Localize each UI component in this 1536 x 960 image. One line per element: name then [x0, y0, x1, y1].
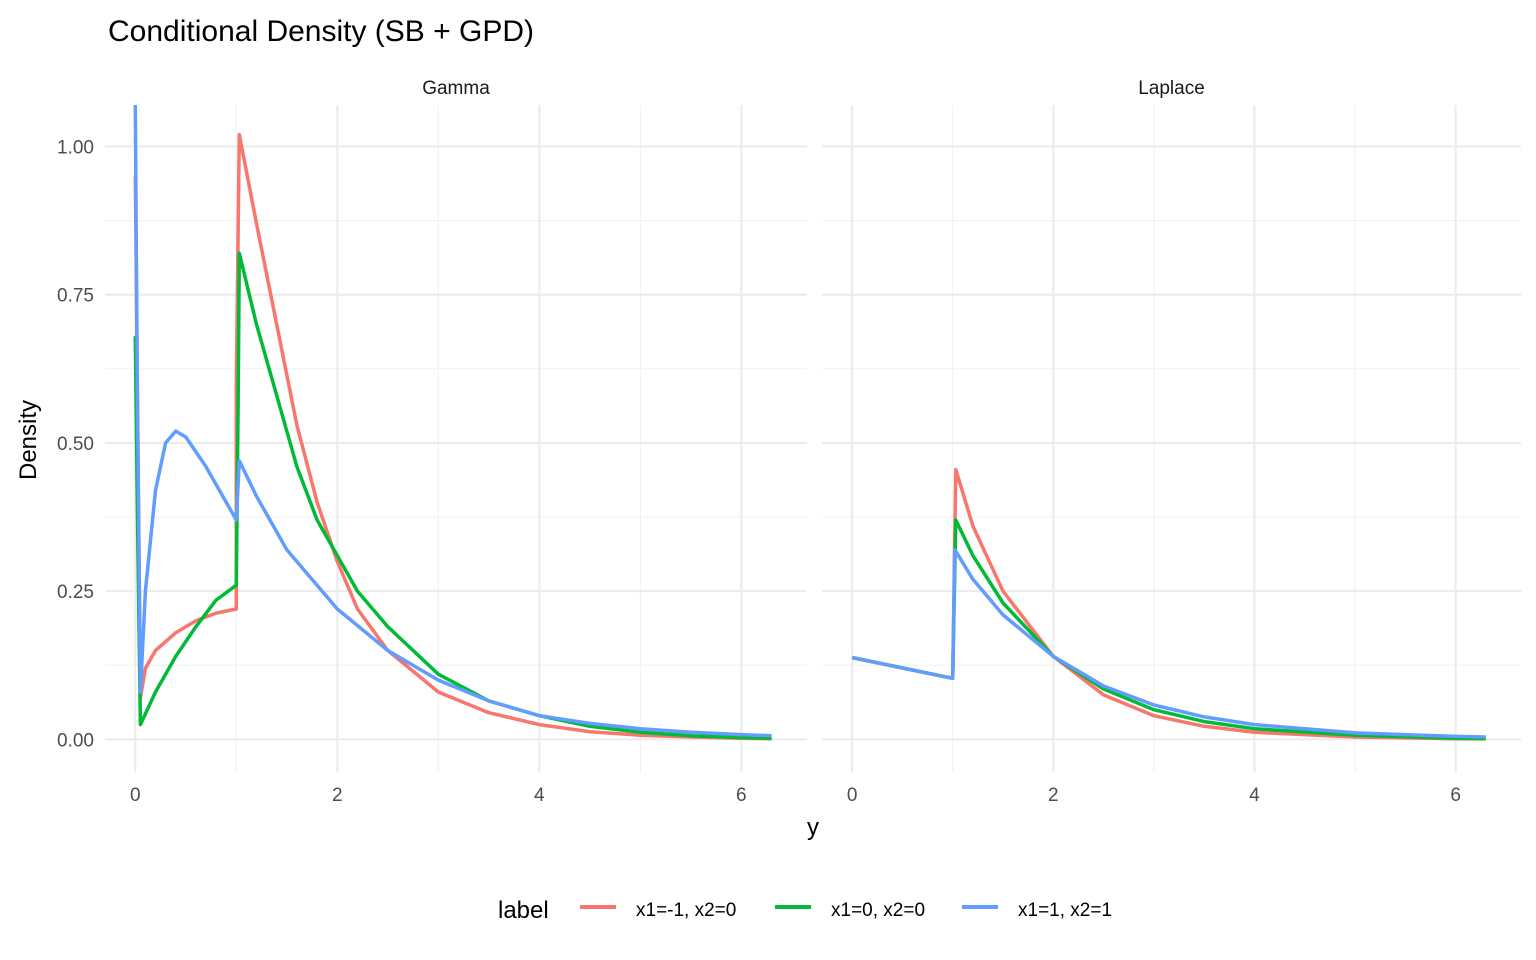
series-line-x1-1-x2-0: [133, 132, 772, 741]
legend-label: x1=-1, x2=0: [636, 900, 736, 921]
y-axis-label: Density: [15, 400, 42, 480]
x-tick-label: 0: [847, 785, 858, 806]
y-tick-label: 0.00: [57, 730, 94, 751]
x-tick-label: 6: [736, 785, 747, 806]
legend-item: x1=1, x2=1: [962, 900, 1112, 921]
y-tick-label: 0.25: [57, 582, 94, 603]
x-tick-label: 0: [130, 785, 141, 806]
legend-item: x1=0, x2=0: [775, 900, 925, 921]
series-line-x1-1-x2-1: [133, 105, 772, 738]
y-tick-label: 1.00: [57, 138, 94, 159]
x-axis-label: y: [807, 814, 819, 841]
legend-item: x1=-1, x2=0: [580, 900, 736, 921]
facet-label: Laplace: [1138, 78, 1205, 99]
series-line-x1-0-x2-0: [133, 251, 772, 740]
panel-gamma: Gamma 0 2 4 6 0.00 0.25 0.50 0.75 1.00: [57, 78, 807, 806]
chart-title: Conditional Density (SB + GPD): [108, 15, 534, 48]
series-line-x1-1-x2-1: [851, 547, 1486, 739]
y-tick-label: 0.75: [57, 286, 94, 307]
panel-laplace: Laplace 0 2 4 6: [822, 78, 1521, 806]
x-tick-label: 4: [1249, 785, 1260, 806]
series-line-x1-0-x2-0: [851, 518, 1486, 741]
legend: label x1=-1, x2=0 x1=0, x2=0 x1=1, x2=1: [498, 897, 1112, 924]
legend-label: x1=0, x2=0: [831, 900, 925, 921]
legend-label: x1=1, x2=1: [1018, 900, 1112, 921]
x-tick-label: 2: [1048, 785, 1059, 806]
facet-label: Gamma: [422, 78, 490, 99]
legend-title: label: [498, 897, 549, 924]
x-tick-label: 2: [332, 785, 343, 806]
x-tick-label: 4: [534, 785, 545, 806]
series-line-x1-1-x2-0: [851, 467, 1486, 741]
x-tick-label: 6: [1450, 785, 1461, 806]
y-tick-label: 0.50: [57, 434, 94, 455]
